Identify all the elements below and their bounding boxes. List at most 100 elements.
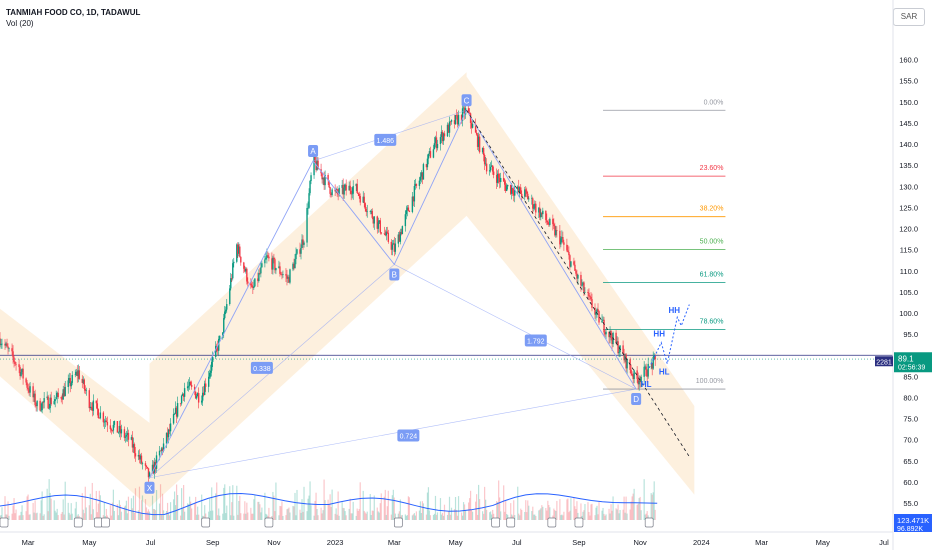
candle-body: [237, 244, 239, 254]
candle-body: [5, 343, 7, 346]
volume-indicator-label[interactable]: Vol (20): [6, 19, 34, 28]
volume-bar: [172, 499, 175, 520]
volume-bar: [513, 500, 515, 520]
candlesticks: [0, 101, 656, 482]
candle-body: [507, 184, 509, 187]
price-axis-tick-label: 105.0: [899, 288, 918, 297]
volume-bar: [349, 498, 351, 520]
volume-bar: [482, 511, 484, 520]
volume-bar: [631, 496, 633, 520]
volume-bar: [48, 479, 50, 520]
volume-bar: [594, 515, 596, 520]
candle-body: [448, 121, 451, 133]
candle-body: [533, 208, 535, 209]
pattern-ratio-label: 1.486: [377, 138, 395, 145]
candle-body: [449, 121, 452, 123]
candle-body: [279, 266, 281, 274]
volume-bar: [439, 498, 442, 520]
candle-body: [394, 243, 397, 252]
candle-body: [301, 239, 303, 248]
volume-bar: [344, 511, 346, 520]
candle-body: [502, 177, 505, 182]
candle-body: [547, 222, 549, 225]
candle-body: [363, 196, 365, 204]
volume-bar: [379, 503, 381, 520]
candle-body: [632, 375, 634, 380]
candle-body: [528, 198, 530, 200]
pattern-point-label: A: [310, 147, 316, 156]
volume-bar: [612, 496, 614, 520]
candle-body: [195, 396, 198, 399]
candle-body: [405, 210, 408, 215]
volume-bar: [519, 515, 521, 520]
candle-body: [406, 207, 409, 211]
candle-body: [519, 187, 521, 192]
volume-bar: [331, 489, 333, 520]
volume-bar: [62, 499, 64, 520]
volume-last-value: 123.471K: [897, 516, 929, 525]
candle-body: [376, 216, 378, 229]
candle-body: [435, 137, 438, 149]
candle-body: [81, 378, 83, 383]
volume-bar: [97, 503, 99, 520]
volume-bar: [654, 509, 656, 520]
time-axis-tick-label: Mar: [388, 538, 401, 547]
volume-bar: [514, 515, 516, 520]
price-axis-tick-label: 70.0: [903, 436, 918, 445]
candle-body: [520, 187, 522, 194]
candle-body: [119, 425, 122, 434]
candle-body: [138, 455, 141, 460]
volume-bar: [499, 497, 501, 520]
volume-bar: [218, 508, 220, 520]
candle-body: [401, 226, 404, 235]
candle-body: [492, 171, 495, 175]
volume-bar: [441, 512, 444, 520]
volume-bar: [71, 513, 73, 520]
volume-bar: [506, 513, 508, 520]
volume-bar: [653, 481, 655, 520]
candle-body: [293, 263, 295, 269]
candle-body: [496, 173, 499, 183]
candle-body: [324, 174, 326, 186]
time-axis-tick-label: Jul: [512, 538, 522, 547]
symbol-title[interactable]: TANMIAH FOOD CO, 1D, TADAWUL: [6, 8, 141, 17]
volume-bar: [222, 513, 224, 520]
volume-bar: [500, 511, 502, 520]
volume-bar: [0, 515, 1, 520]
projection-path: HH HH HL HL: [641, 304, 690, 389]
candle-body: [141, 463, 144, 464]
volume-bar: [260, 512, 262, 520]
candle-body: [15, 363, 17, 365]
volume-bar: [102, 515, 104, 520]
candle-body: [315, 161, 317, 171]
candle-body: [534, 203, 536, 209]
candle-body: [391, 244, 394, 250]
volume-bar: [91, 482, 93, 520]
candle-body: [580, 274, 582, 286]
candle-body: [308, 193, 310, 208]
volume-bar: [294, 492, 296, 520]
candle-body: [300, 247, 302, 254]
candle-body: [126, 432, 129, 436]
candle-body: [168, 429, 171, 432]
volume-bar: [630, 501, 632, 520]
candle-body: [25, 378, 27, 383]
candle-body: [440, 131, 443, 138]
volume-bar: [287, 508, 289, 520]
candle-body: [125, 435, 128, 437]
candle-body: [22, 368, 24, 379]
volume-bar: [478, 484, 480, 520]
volume-bar: [69, 514, 71, 520]
volume-bar: [252, 513, 254, 520]
candle-body: [588, 292, 590, 297]
volume-bar: [527, 500, 529, 520]
volume-bar: [489, 512, 491, 520]
volume-bar: [181, 488, 183, 520]
candle-body: [188, 381, 191, 386]
fib-level-label: 50.00%: [700, 239, 724, 246]
candle-body: [349, 185, 351, 191]
candle-body: [179, 403, 182, 404]
candle-body: [120, 429, 123, 434]
volume-bar: [20, 511, 22, 520]
